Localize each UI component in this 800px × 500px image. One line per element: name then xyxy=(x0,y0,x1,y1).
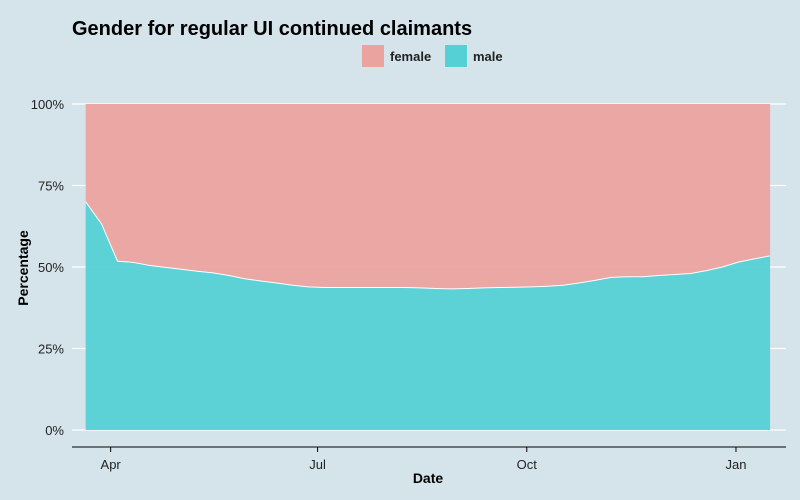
y-axis-title: Percentage xyxy=(15,230,31,306)
legend-swatch-male xyxy=(445,45,467,67)
x-tick-label: Oct xyxy=(517,457,538,472)
x-tick-label: Jan xyxy=(725,457,746,472)
legend: female male xyxy=(362,45,503,67)
area-female xyxy=(85,104,771,289)
y-tick-label: 75% xyxy=(38,179,64,194)
plot-areas xyxy=(85,104,771,430)
y-tick-label: 100% xyxy=(31,97,65,112)
x-axis-title: Date xyxy=(413,470,444,486)
legend-swatch-female xyxy=(362,45,384,67)
axes: 0% 25% 50% 75% 100% Apr Jul Oct Jan xyxy=(31,97,786,472)
y-tick-label: 50% xyxy=(38,260,64,275)
legend-label-male: male xyxy=(473,49,503,64)
legend-label-female: female xyxy=(390,49,431,64)
x-tick-label: Jul xyxy=(309,457,326,472)
area-male xyxy=(85,201,771,430)
y-tick-label: 25% xyxy=(38,342,64,357)
x-tick-label: Apr xyxy=(101,457,122,472)
series-boundary-line xyxy=(85,201,771,290)
y-tick-label: 0% xyxy=(45,423,64,438)
chart-title: Gender for regular UI continued claimant… xyxy=(72,18,472,40)
